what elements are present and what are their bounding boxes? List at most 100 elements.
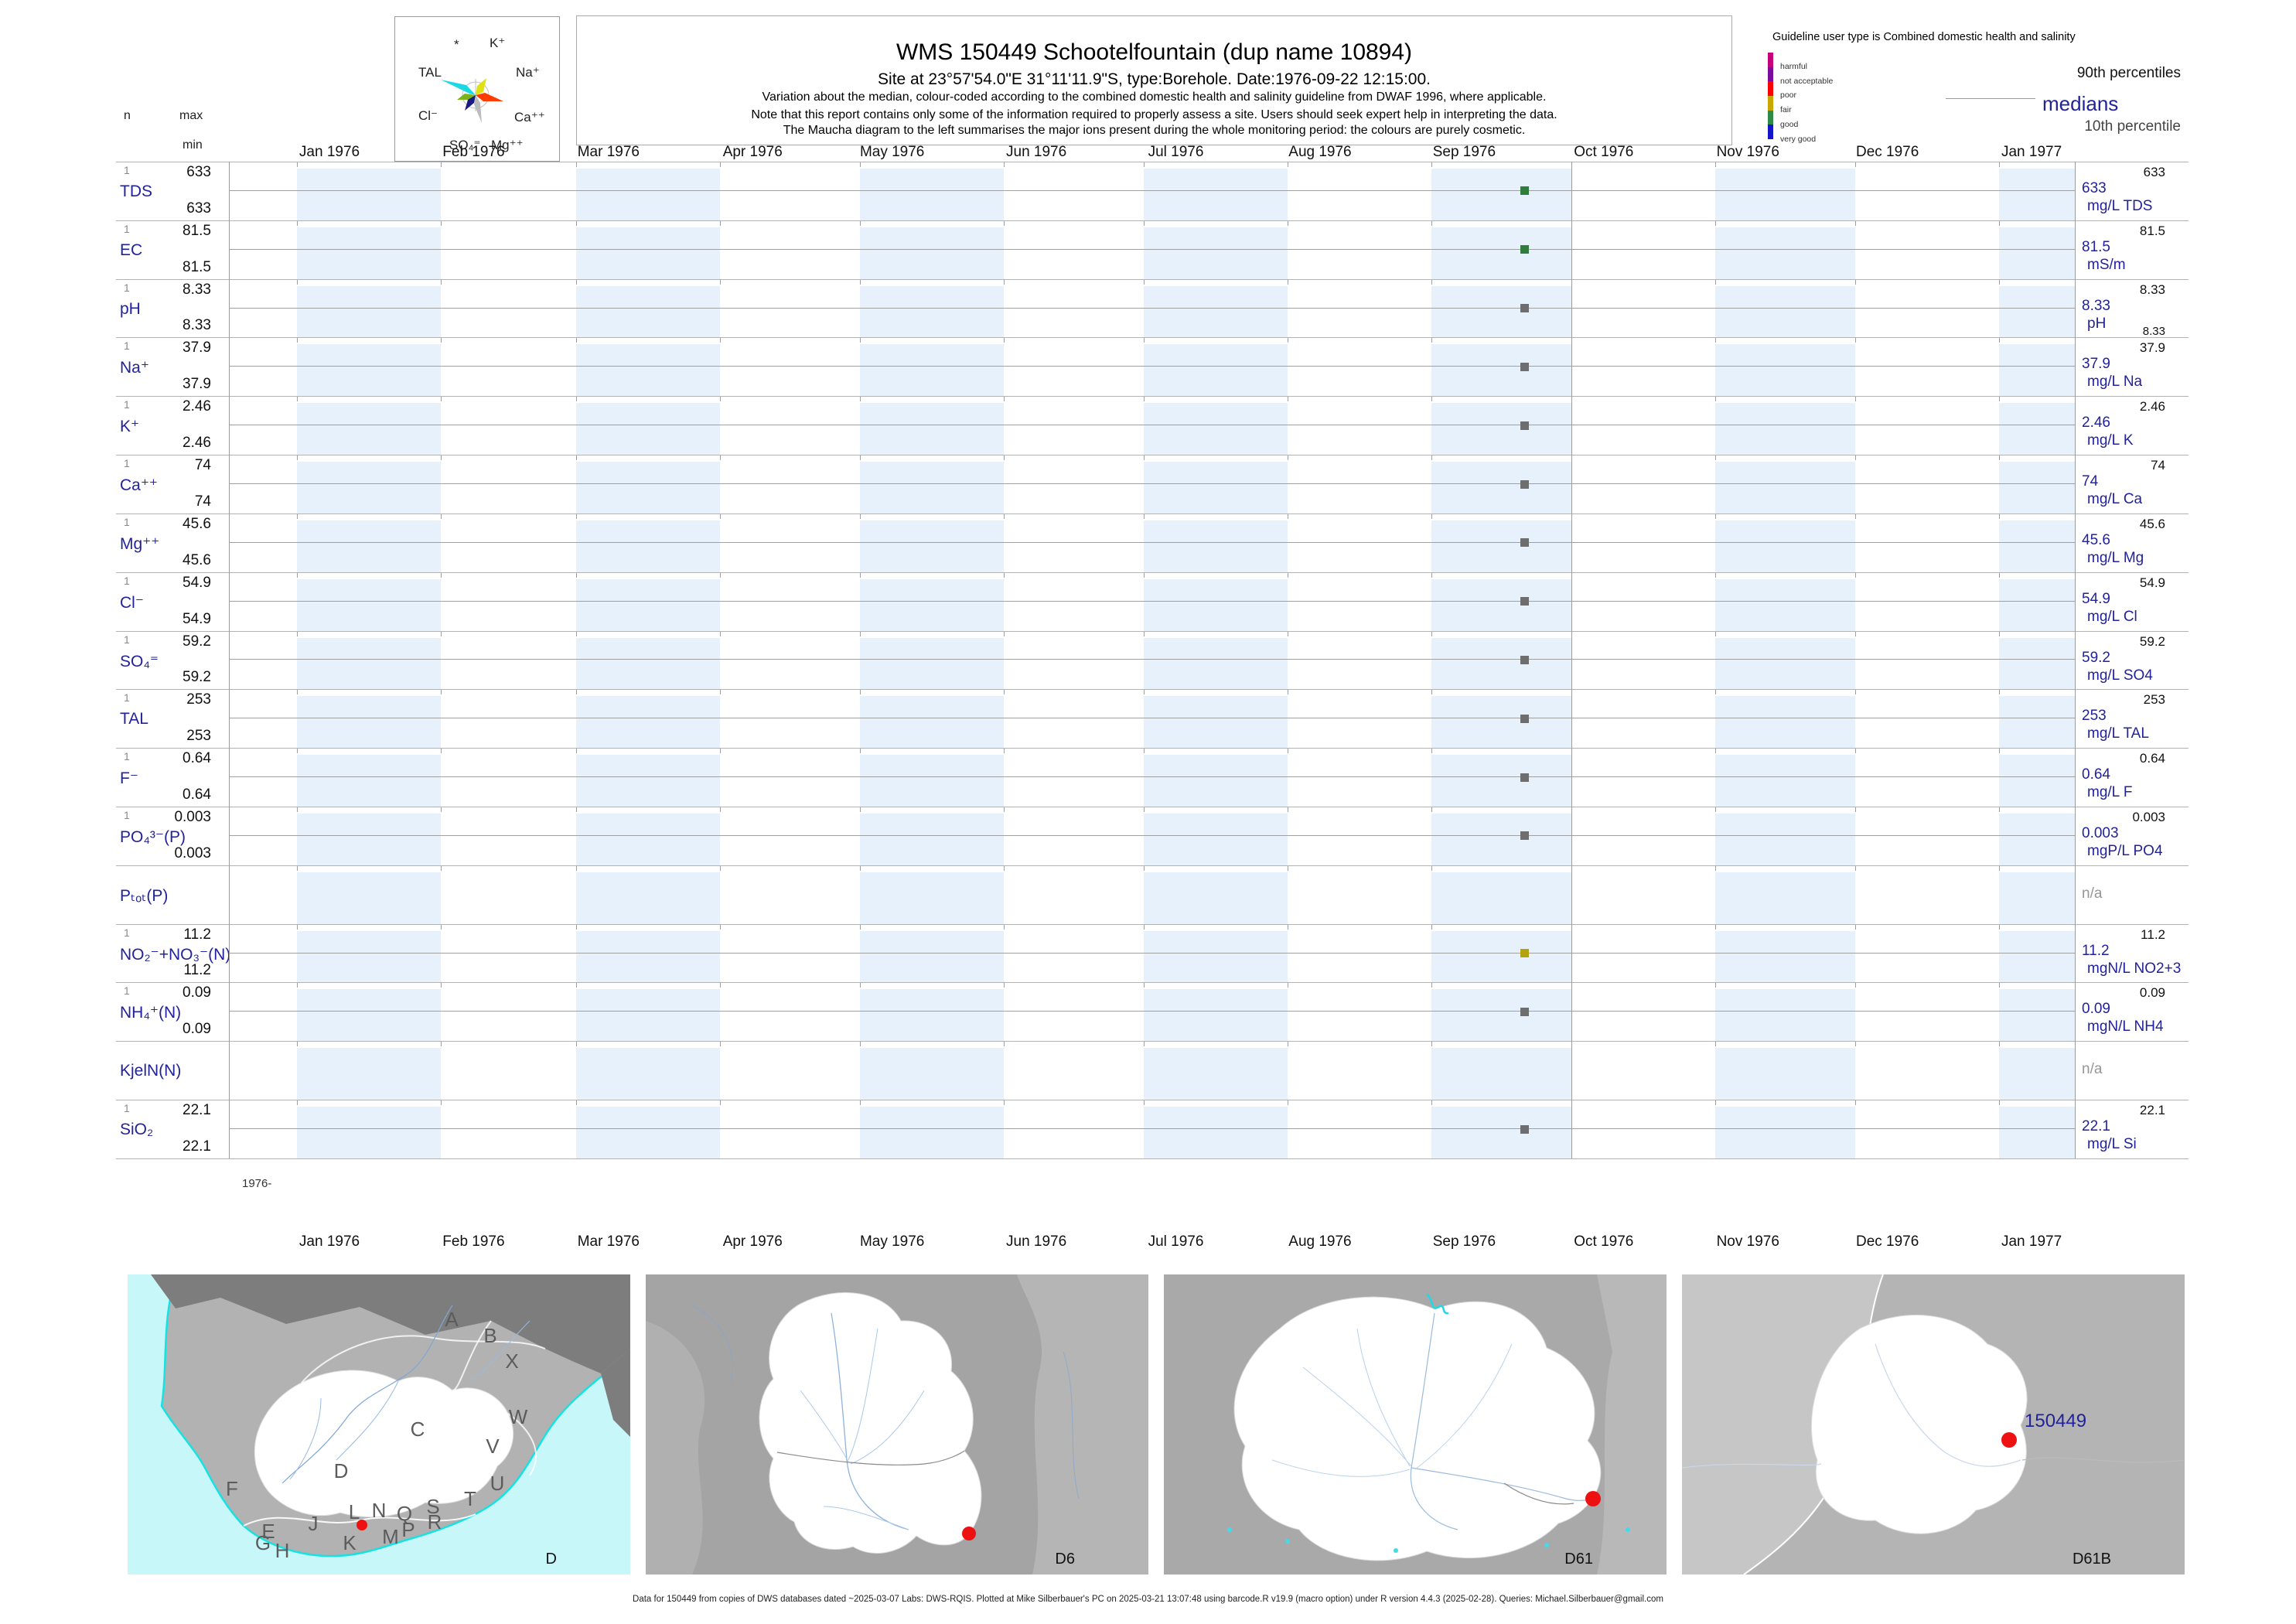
month-tick-label: Jan 1977 bbox=[2001, 144, 2062, 160]
month-tick bbox=[1431, 807, 1433, 813]
ion-label: Cl⁻ bbox=[418, 108, 438, 123]
parameter-label: Na⁺ bbox=[120, 359, 149, 377]
month-band bbox=[297, 1048, 442, 1100]
month-tick bbox=[297, 807, 298, 813]
na-label: n/a bbox=[2082, 885, 2103, 902]
month-tick bbox=[859, 865, 861, 871]
month-band bbox=[1143, 462, 1288, 513]
month-band bbox=[1715, 578, 1855, 631]
month-tick bbox=[441, 865, 442, 871]
month-tick bbox=[297, 571, 298, 578]
region-letter: R bbox=[428, 1510, 442, 1534]
region-letter: L bbox=[349, 1500, 360, 1523]
month-tick bbox=[1004, 162, 1005, 167]
row-plot-area bbox=[229, 455, 2075, 513]
month-tick bbox=[1143, 748, 1145, 754]
p90-value: 37.9 bbox=[2139, 340, 2165, 356]
month-tick bbox=[575, 220, 577, 226]
unit-label: mgN/L NH4 bbox=[2087, 1018, 2164, 1035]
month-band bbox=[859, 578, 1005, 631]
month-band bbox=[1431, 462, 1571, 513]
max-value: 8.33 bbox=[183, 281, 211, 298]
month-tick bbox=[441, 689, 442, 695]
month-band bbox=[1431, 1048, 1571, 1100]
min-value: 2.46 bbox=[183, 435, 211, 452]
sample-count: 1 bbox=[124, 339, 130, 353]
row-separator bbox=[116, 278, 2189, 280]
month-band bbox=[1999, 403, 2075, 455]
month-tick bbox=[441, 220, 442, 226]
month-band bbox=[1143, 872, 1288, 924]
max-value: 74 bbox=[194, 457, 211, 474]
month-tick bbox=[859, 807, 861, 813]
ion-label: Mg⁺⁺ bbox=[491, 138, 524, 152]
month-band bbox=[859, 696, 1005, 749]
unit-label: mg/L Cl bbox=[2087, 608, 2137, 625]
unit-label: mg/L K bbox=[2087, 432, 2134, 449]
ion-label: Na⁺ bbox=[516, 65, 540, 80]
guideline-class-swatch bbox=[1768, 96, 1773, 111]
month-band bbox=[859, 1048, 1005, 1100]
unit-label: mS/m bbox=[2087, 256, 2126, 273]
month-tick bbox=[859, 455, 861, 461]
panel-label-d61b: D61B bbox=[2072, 1551, 2111, 1568]
month-band bbox=[1431, 755, 1571, 807]
month-tick bbox=[1143, 278, 1145, 285]
sample-count: 1 bbox=[124, 281, 130, 294]
parameter-label: pH bbox=[120, 299, 141, 318]
region-letter: F bbox=[226, 1477, 238, 1500]
month-tick bbox=[1715, 982, 1717, 988]
sample-count: 1 bbox=[124, 515, 130, 528]
month-band bbox=[1431, 930, 1571, 983]
neighbour-region bbox=[1017, 1274, 1148, 1575]
month-tick bbox=[575, 455, 577, 461]
month-tick bbox=[720, 455, 722, 461]
month-tick bbox=[1854, 865, 1856, 871]
month-tick bbox=[575, 162, 577, 167]
cyan-pans bbox=[1227, 1527, 1630, 1553]
month-tick bbox=[1715, 396, 1717, 402]
sample-point bbox=[1520, 714, 1530, 723]
parameter-row: 1 8.33 pH 8.33 8.33 8.33 pH 8.33 bbox=[0, 278, 2296, 338]
region-letter: M bbox=[382, 1525, 399, 1548]
month-tick-label: May 1976 bbox=[859, 144, 925, 160]
month-tick bbox=[1999, 396, 2001, 402]
month-tick bbox=[575, 865, 577, 871]
month-tick bbox=[1143, 1100, 1145, 1106]
parameter-label: SiO₂ bbox=[120, 1121, 154, 1139]
row-plot-area bbox=[229, 162, 2075, 220]
month-band bbox=[1715, 696, 1855, 749]
month-band bbox=[575, 403, 721, 455]
sample-point bbox=[1520, 362, 1530, 371]
parameter-row: Pₜₒₜ(P) n/a bbox=[0, 865, 2296, 924]
row-plot-area bbox=[229, 1100, 2075, 1158]
month-tick bbox=[720, 396, 722, 402]
month-tick bbox=[1143, 982, 1145, 988]
month-tick bbox=[720, 1100, 722, 1106]
month-band bbox=[859, 344, 1005, 397]
month-tick bbox=[575, 513, 577, 519]
guideline-class-label: very good bbox=[1780, 134, 1817, 144]
parameter-row: KjelN(N) n/a bbox=[0, 1041, 2296, 1100]
month-band bbox=[1715, 989, 1855, 1042]
p90-value: 54.9 bbox=[2139, 575, 2165, 590]
p90-value: 0.003 bbox=[2132, 810, 2165, 825]
sample-count: 1 bbox=[124, 984, 130, 998]
sample-point bbox=[1520, 186, 1530, 196]
month-band bbox=[1715, 755, 1855, 807]
min-value: 0.003 bbox=[174, 844, 211, 861]
month-tick bbox=[1854, 807, 1856, 813]
month-band bbox=[1431, 520, 1571, 572]
month-tick bbox=[1854, 689, 1856, 695]
month-tick-label: Jul 1976 bbox=[1148, 144, 1204, 160]
guideline-class-label: poor bbox=[1780, 90, 1797, 101]
month-tick bbox=[441, 571, 442, 578]
month-tick bbox=[1999, 1041, 2001, 1047]
min-value: 0.64 bbox=[183, 786, 211, 803]
p90-value: 0.64 bbox=[2139, 751, 2165, 766]
max-value: 0.64 bbox=[183, 750, 211, 767]
row-separator bbox=[116, 396, 2189, 397]
month-tick bbox=[575, 1041, 577, 1047]
p90-value: 11.2 bbox=[2141, 926, 2165, 942]
